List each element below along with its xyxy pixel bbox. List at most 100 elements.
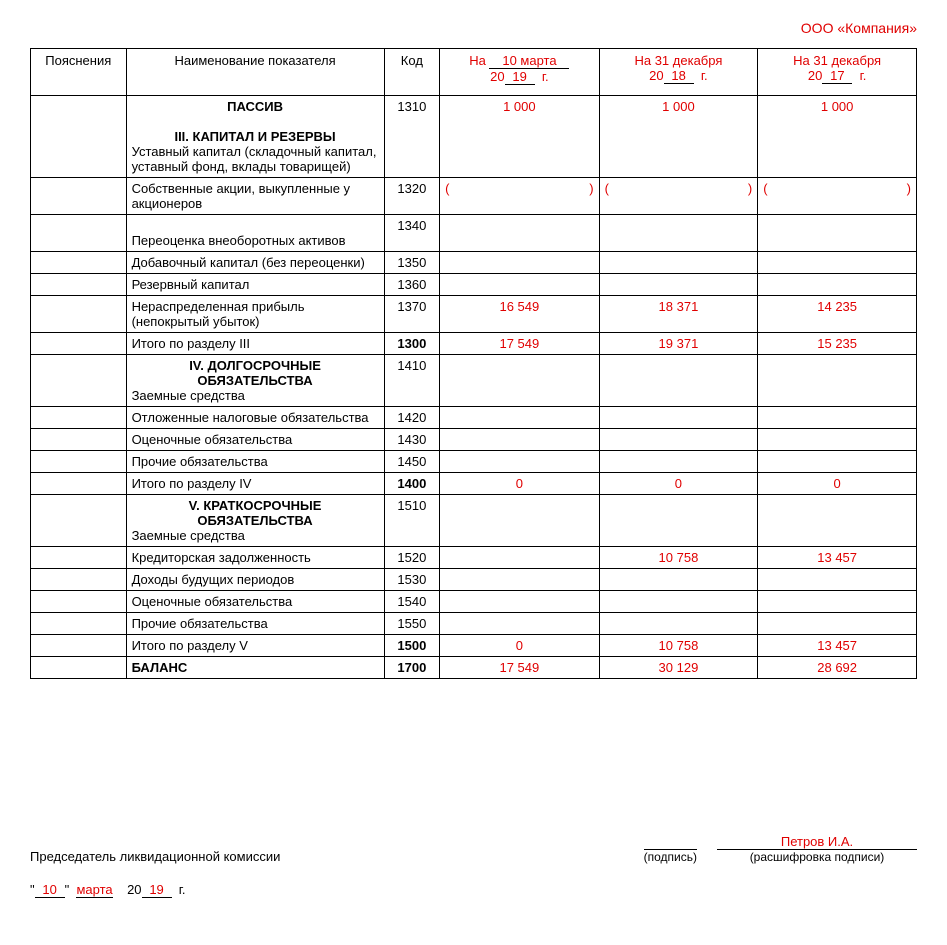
row-1400: Итого по разделу IV 1400 0 0 0: [31, 473, 917, 495]
footer-date: "10" марта 2019 г.: [30, 882, 917, 898]
row-1300-code: 1300: [384, 333, 440, 355]
section-5-title: V. КРАТКОСРОЧНЫЕ ОБЯЗАТЕЛЬСТВА: [132, 498, 379, 528]
row-1500-v1: 0: [440, 635, 599, 657]
row-1510: V. КРАТКОСРОЧНЫЕ ОБЯЗАТЕЛЬСТВА Заемные с…: [31, 495, 917, 547]
header-explanations: Пояснения: [31, 49, 127, 96]
row-1520-v2: 10 758: [599, 547, 758, 569]
row-1430: Оценочные обязательства 1430: [31, 429, 917, 451]
row-1300-v2: 19 371: [599, 333, 758, 355]
row-1410-name: Заемные средства: [132, 388, 245, 403]
row-1430-name: Оценочные обязательства: [126, 429, 384, 451]
row-1700-name: БАЛАНС: [126, 657, 384, 679]
row-1310-v2: 1 000: [599, 96, 758, 178]
row-1510-name: Заемные средства: [132, 528, 245, 543]
row-1300-v1: 17 549: [440, 333, 599, 355]
signer-name: Петров И.А.: [717, 834, 917, 850]
row-1700-v2: 30 129: [599, 657, 758, 679]
header-date-1: На 10 марта 2019 г.: [440, 49, 599, 96]
row-1360-code: 1360: [384, 274, 440, 296]
row-1370-v3: 14 235: [758, 296, 917, 333]
signer-name-caption: (расшифровка подписи): [717, 850, 917, 864]
row-1550-name: Прочие обязательства: [126, 613, 384, 635]
row-1700-v3: 28 692: [758, 657, 917, 679]
row-1320: Собственные акции, выкупленные у акционе…: [31, 178, 917, 215]
row-1350-name: Добавочный капитал (без переоценки): [126, 252, 384, 274]
row-1530-name: Доходы будущих периодов: [126, 569, 384, 591]
row-1360: Резервный капитал 1360: [31, 274, 917, 296]
row-1400-name: Итого по разделу IV: [126, 473, 384, 495]
row-1540-name: Оценочные обязательства: [126, 591, 384, 613]
row-1400-v1: 0: [440, 473, 599, 495]
row-1530-code: 1530: [384, 569, 440, 591]
row-1350-code: 1350: [384, 252, 440, 274]
balance-table: Пояснения Наименование показателя Код На…: [30, 48, 917, 679]
row-1360-name: Резервный капитал: [126, 274, 384, 296]
row-1520: Кредиторская задолженность 1520 10 758 1…: [31, 547, 917, 569]
row-1500-code: 1500: [384, 635, 440, 657]
chairman-label: Председатель ликвидационной комиссии: [30, 849, 280, 864]
row-1520-v1: [440, 547, 599, 569]
row-1370: Нераспределенная прибыль (непокрытый убы…: [31, 296, 917, 333]
row-1400-code: 1400: [384, 473, 440, 495]
row-1340-code: 1340: [384, 215, 440, 252]
row-1410: IV. ДОЛГОСРОЧНЫЕ ОБЯЗАТЕЛЬСТВА Заемные с…: [31, 355, 917, 407]
row-1340: Переоценка внеоборотных активов 1340: [31, 215, 917, 252]
section-3-title: III. КАПИТАЛ И РЕЗЕРВЫ: [132, 129, 379, 144]
row-1310: ПАССИВ III. КАПИТАЛ И РЕЗЕРВЫ Уставный к…: [31, 96, 917, 178]
row-1410-code: 1410: [384, 355, 440, 407]
row-1370-name: Нераспределенная прибыль (непокрытый убы…: [126, 296, 384, 333]
row-1540: Оценочные обязательства 1540: [31, 591, 917, 613]
header-date-2: На 31 декабря 2018 г.: [599, 49, 758, 96]
section-4-title: IV. ДОЛГОСРОЧНЫЕ ОБЯЗАТЕЛЬСТВА: [132, 358, 379, 388]
row-1500-v3: 13 457: [758, 635, 917, 657]
row-1320-name: Собственные акции, выкупленные у акционе…: [126, 178, 384, 215]
row-1420-code: 1420: [384, 407, 440, 429]
company-name: ООО «Компания»: [30, 20, 917, 36]
row-1320-v2: (): [605, 181, 753, 196]
footer: Председатель ликвидационной комиссии (по…: [30, 709, 917, 898]
row-1700-code: 1700: [384, 657, 440, 679]
section-passive: ПАССИВ: [132, 99, 379, 114]
row-1520-name: Кредиторская задолженность: [126, 547, 384, 569]
row-1420: Отложенные налоговые обязательства 1420: [31, 407, 917, 429]
row-1430-code: 1430: [384, 429, 440, 451]
row-1520-code: 1520: [384, 547, 440, 569]
row-1510-code: 1510: [384, 495, 440, 547]
header-indicator-name: Наименование показателя: [126, 49, 384, 96]
row-1300-v3: 15 235: [758, 333, 917, 355]
row-1310-v3: 1 000: [758, 96, 917, 178]
header-date-3: На 31 декабря 2017 г.: [758, 49, 917, 96]
signature-caption: (подпись): [644, 850, 697, 864]
row-1320-v3: (): [763, 181, 911, 196]
row-1340-name: Переоценка внеоборотных активов: [132, 233, 346, 248]
row-1550: Прочие обязательства 1550: [31, 613, 917, 635]
row-1320-v1: (): [445, 181, 593, 196]
row-1500-name: Итого по разделу V: [126, 635, 384, 657]
row-1500-v2: 10 758: [599, 635, 758, 657]
row-1310-name: Уставный капитал (складочный капитал, ус…: [132, 144, 377, 174]
row-1420-name: Отложенные налоговые обязательства: [126, 407, 384, 429]
row-1400-v2: 0: [599, 473, 758, 495]
row-1450: Прочие обязательства 1450: [31, 451, 917, 473]
header-code: Код: [384, 49, 440, 96]
row-1700-v1: 17 549: [440, 657, 599, 679]
row-1310-code: 1310: [384, 96, 440, 178]
header-row: Пояснения Наименование показателя Код На…: [31, 49, 917, 96]
row-1300-name: Итого по разделу III: [126, 333, 384, 355]
signature-line: [644, 709, 697, 850]
row-1550-code: 1550: [384, 613, 440, 635]
row-1530: Доходы будущих периодов 1530: [31, 569, 917, 591]
row-1350: Добавочный капитал (без переоценки) 1350: [31, 252, 917, 274]
row-1450-code: 1450: [384, 451, 440, 473]
row-1370-code: 1370: [384, 296, 440, 333]
row-1310-v1: 1 000: [440, 96, 599, 178]
row-1320-code: 1320: [384, 178, 440, 215]
row-1400-v3: 0: [758, 473, 917, 495]
row-1500: Итого по разделу V 1500 0 10 758 13 457: [31, 635, 917, 657]
row-1520-v3: 13 457: [758, 547, 917, 569]
row-1300: Итого по разделу III 1300 17 549 19 371 …: [31, 333, 917, 355]
row-1540-code: 1540: [384, 591, 440, 613]
row-1700: БАЛАНС 1700 17 549 30 129 28 692: [31, 657, 917, 679]
row-1450-name: Прочие обязательства: [126, 451, 384, 473]
row-1370-v1: 16 549: [440, 296, 599, 333]
